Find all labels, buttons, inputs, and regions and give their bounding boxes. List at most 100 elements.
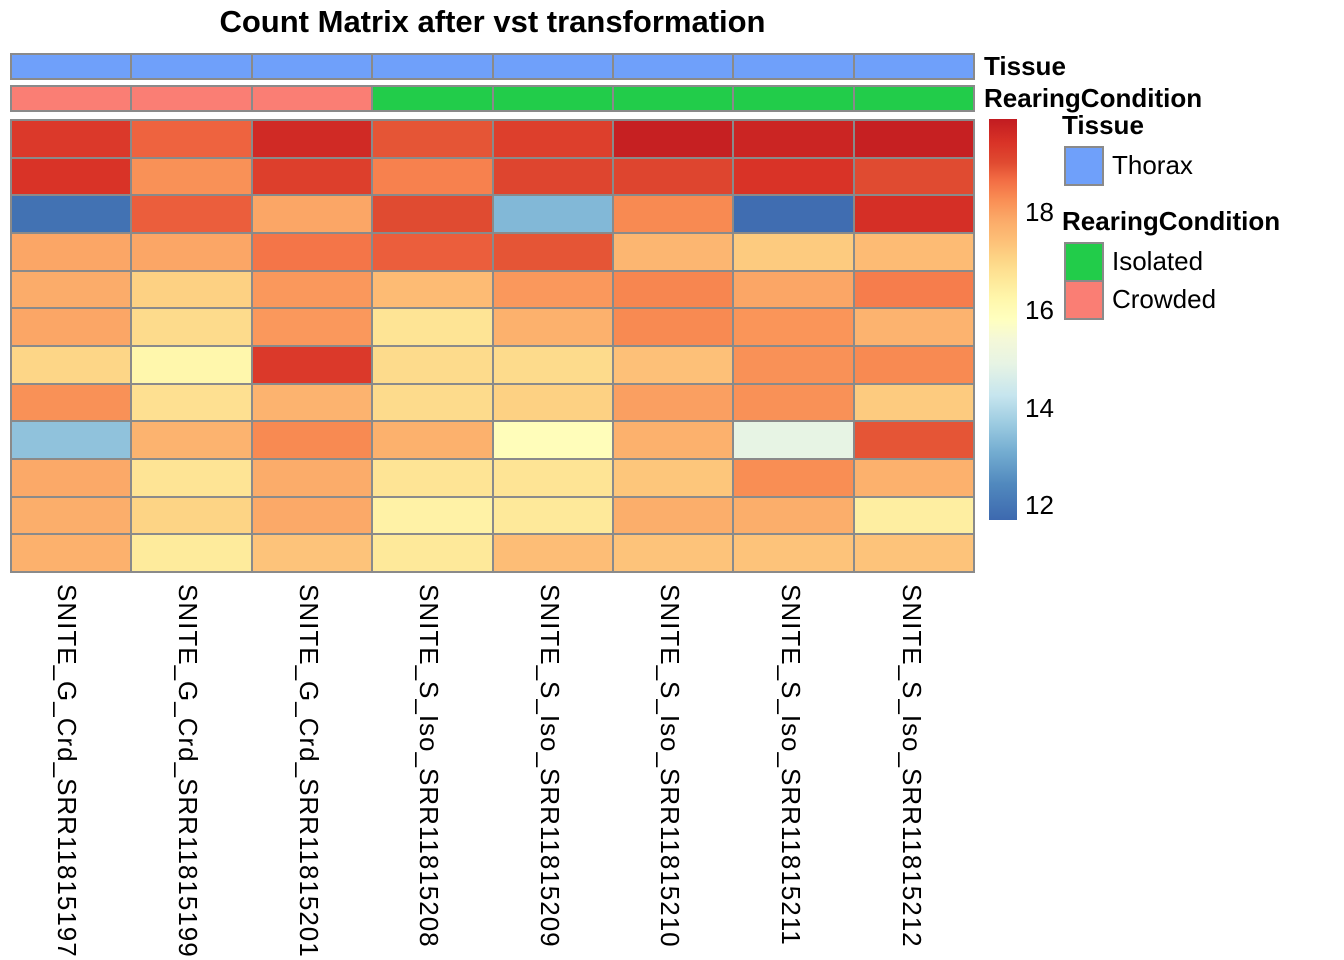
heatmap-cell bbox=[252, 309, 372, 345]
chart-title: Count Matrix after vst transformation bbox=[219, 4, 766, 39]
heatmap-cell bbox=[613, 121, 733, 157]
legend-label-isolated: Isolated bbox=[1112, 246, 1204, 276]
heatmap-cell bbox=[854, 535, 973, 571]
heatmap-cell bbox=[12, 497, 131, 534]
legend-swatch-isolated bbox=[1064, 242, 1104, 282]
column-label: SNITE_G_Crd_SRR11815199 bbox=[172, 584, 203, 958]
heatmap-cell bbox=[373, 271, 492, 308]
heatmap-cell bbox=[132, 271, 251, 308]
heatmap-cell bbox=[12, 234, 131, 270]
heatmap-cell bbox=[613, 422, 733, 458]
heatmap-cell bbox=[132, 422, 251, 458]
heatmap-cell bbox=[734, 422, 853, 458]
colorbar-tick-label: 18 bbox=[1025, 196, 1054, 227]
heatmap-cell bbox=[854, 158, 973, 195]
colorbar-tick-label: 16 bbox=[1025, 294, 1054, 325]
heatmap-cell bbox=[734, 535, 853, 571]
heatmap-cell bbox=[734, 347, 853, 383]
heatmap-cell bbox=[613, 497, 733, 534]
annotation-cell-rearing bbox=[132, 87, 251, 110]
heatmap-cell bbox=[373, 234, 492, 270]
heatmap-cell bbox=[854, 234, 973, 270]
heatmap-cell bbox=[373, 460, 492, 496]
heatmap-cell bbox=[132, 121, 251, 157]
heatmap-cell bbox=[613, 271, 733, 308]
legend-rearing-title: RearingCondition bbox=[1062, 206, 1281, 236]
heatmap-cell bbox=[493, 384, 612, 421]
heatmap-cell bbox=[613, 384, 733, 421]
heatmap-cell bbox=[373, 535, 492, 571]
heatmap-cell bbox=[12, 347, 131, 383]
heatmap-cell bbox=[373, 196, 492, 232]
column-label: SNITE_G_Crd_SRR11815197 bbox=[52, 584, 83, 958]
heatmap-cell bbox=[493, 497, 612, 534]
heatmap-cell bbox=[132, 234, 251, 270]
heatmap-cell bbox=[734, 384, 853, 421]
annotation-cell-tissue bbox=[252, 55, 372, 78]
heatmap-cell bbox=[252, 158, 372, 195]
heatmap-cell bbox=[373, 497, 492, 534]
rearing-annotation-bar bbox=[10, 85, 975, 112]
heatmap-cell bbox=[12, 309, 131, 345]
heatmap-cell bbox=[854, 422, 973, 458]
heatmap-cell bbox=[493, 347, 612, 383]
heatmap-cell bbox=[493, 196, 612, 232]
legend-label-crowded: Crowded bbox=[1112, 284, 1217, 314]
heatmap-cell bbox=[854, 460, 973, 496]
heatmap-cell bbox=[252, 347, 372, 383]
heatmap-cell bbox=[132, 196, 251, 232]
colorbar-tick-label: 12 bbox=[1025, 490, 1054, 521]
annotation-cell-rearing bbox=[493, 87, 612, 110]
annotation-cell-rearing bbox=[734, 87, 853, 110]
heatmap-cell bbox=[734, 158, 853, 195]
legend-swatch-thorax bbox=[1064, 146, 1104, 186]
heatmap-cell bbox=[613, 234, 733, 270]
colorbar-gradient bbox=[989, 119, 1017, 520]
heatmap-cell bbox=[12, 158, 131, 195]
heatmap-cell bbox=[613, 309, 733, 345]
heatmap-cell bbox=[373, 309, 492, 345]
column-label: SNITE_S_Iso_SRR11815208 bbox=[414, 584, 445, 948]
heatmap-cell bbox=[252, 460, 372, 496]
heatmap-cell bbox=[854, 347, 973, 383]
heatmap-cell bbox=[373, 384, 492, 421]
heatmap-cell bbox=[252, 234, 372, 270]
heatmap-cell bbox=[12, 196, 131, 232]
annotation-cell-rearing bbox=[12, 87, 131, 110]
heatmap-cell bbox=[734, 196, 853, 232]
heatmap-cell bbox=[493, 271, 612, 308]
heatmap-cell bbox=[132, 384, 251, 421]
heatmap-cell bbox=[12, 460, 131, 496]
heatmap-cell bbox=[12, 422, 131, 458]
heatmap-cell bbox=[734, 460, 853, 496]
heatmap-cell bbox=[613, 460, 733, 496]
heatmap-cell bbox=[252, 384, 372, 421]
heatmap-cell bbox=[493, 422, 612, 458]
heatmap-cell bbox=[132, 535, 251, 571]
heatmap-cell bbox=[132, 347, 251, 383]
annotation-cell-tissue bbox=[493, 55, 612, 78]
heatmap-cell bbox=[493, 460, 612, 496]
heatmap-cell bbox=[252, 271, 372, 308]
colorbar-tick-label: 14 bbox=[1025, 392, 1054, 423]
heatmap-cell bbox=[854, 384, 973, 421]
heatmap-cell bbox=[613, 158, 733, 195]
heatmap-cell bbox=[252, 497, 372, 534]
annotation-cell-tissue bbox=[854, 55, 973, 78]
column-label: SNITE_G_Crd_SRR11815201 bbox=[293, 584, 324, 958]
heatmap-cell bbox=[734, 309, 853, 345]
column-label: SNITE_S_Iso_SRR11815212 bbox=[896, 584, 927, 948]
heatmap-cell bbox=[613, 535, 733, 571]
heatmap-cell bbox=[373, 158, 492, 195]
heatmap-cell bbox=[493, 309, 612, 345]
column-label: SNITE_S_Iso_SRR11815209 bbox=[534, 584, 565, 948]
legend-swatch-crowded bbox=[1064, 280, 1104, 320]
heatmap-cell bbox=[854, 309, 973, 345]
heatmap-cell bbox=[493, 121, 612, 157]
tissue-bar-label: Tissue bbox=[984, 51, 1066, 81]
heatmap-cell bbox=[734, 121, 853, 157]
heatmap-cell bbox=[854, 196, 973, 232]
heatmap-cell bbox=[854, 121, 973, 157]
heatmap-cell bbox=[734, 497, 853, 534]
heatmap-cell bbox=[734, 234, 853, 270]
